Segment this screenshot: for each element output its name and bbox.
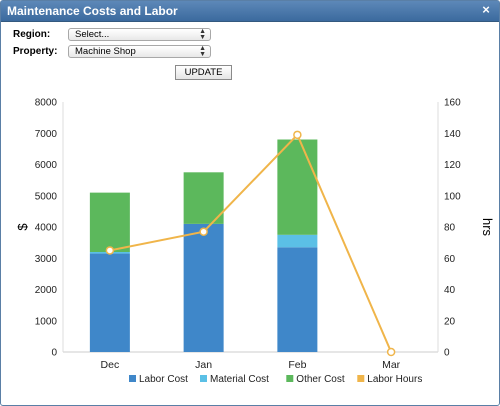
labor-hours-point bbox=[293, 130, 302, 140]
y-tick-label: 5000 bbox=[35, 191, 58, 202]
y-tick-label: 7000 bbox=[35, 129, 58, 140]
y-axis-left: 0 1000 2000 3000 4000 5000 6000 7000 8000 bbox=[35, 98, 58, 359]
y-tick-label: 0 bbox=[51, 348, 57, 359]
x-tick-label: Mar bbox=[382, 359, 401, 371]
legend-swatch bbox=[357, 375, 365, 382]
region-select[interactable]: Select... ▲ ▼ bbox=[68, 28, 211, 41]
legend-swatch bbox=[129, 375, 136, 382]
y2-tick-label: 0 bbox=[444, 348, 450, 359]
property-select[interactable]: Machine Shop ▲ ▼ bbox=[68, 45, 211, 58]
y-tick-label: 3000 bbox=[35, 254, 58, 265]
bars bbox=[89, 139, 318, 352]
property-label: Property: bbox=[13, 46, 58, 57]
labor-hours-polyline bbox=[109, 133, 393, 353]
bar-material-cost bbox=[277, 234, 318, 248]
legend-label: Labor Cost bbox=[139, 374, 188, 385]
x-tick-label: Feb bbox=[288, 359, 306, 371]
y-tick-label: 1000 bbox=[35, 316, 58, 327]
bar-other-cost bbox=[277, 139, 318, 235]
bar-other-cost bbox=[89, 192, 130, 252]
legend: Labor Cost Material Cost Other Cost Labor H… bbox=[129, 374, 422, 385]
chart: 0 1000 2000 3000 4000 5000 6000 7000 8000 0 20 40 6… bbox=[15, 98, 495, 386]
y2-tick-label: 40 bbox=[444, 285, 456, 296]
y-tick-label: 2000 bbox=[35, 285, 58, 296]
labor-hours-point bbox=[105, 246, 115, 255]
region-label: Region: bbox=[13, 29, 51, 40]
y2-tick-label: 160 bbox=[444, 98, 461, 109]
property-select-value: Machine Shop bbox=[75, 46, 136, 57]
legend-swatch bbox=[200, 375, 207, 382]
x-axis-labels: Dec Jan Feb Mar bbox=[101, 359, 401, 371]
select-arrows-icon: ▲ ▼ bbox=[199, 45, 206, 58]
y2-tick-label: 140 bbox=[444, 129, 461, 140]
y2-tick-label: 120 bbox=[444, 160, 461, 171]
window-title: Maintenance Costs and Labor bbox=[7, 4, 178, 18]
labor-hours-point bbox=[199, 227, 208, 236]
labor-hours-point bbox=[386, 347, 396, 357]
y-axis-right: 0 20 40 60 80 100 120 140 160 bbox=[444, 98, 461, 359]
bar-labor-cost bbox=[183, 223, 224, 352]
y2-tick-label: 20 bbox=[444, 316, 456, 327]
y2-tick-label: 80 bbox=[444, 223, 456, 234]
y-tick-label: 6000 bbox=[35, 160, 58, 171]
bar-labor-cost bbox=[277, 247, 318, 352]
legend-label: Other Cost bbox=[296, 374, 345, 385]
x-tick-label: Jan bbox=[195, 359, 212, 371]
x-tick-label: Dec bbox=[101, 359, 120, 371]
title-bar[interactable]: Maintenance Costs and Labor × bbox=[1, 1, 499, 22]
region-select-value: Select... bbox=[75, 29, 110, 40]
y-tick-label: 8000 bbox=[35, 98, 58, 109]
y-tick-label: 4000 bbox=[35, 223, 58, 234]
select-arrows-icon: ▲ ▼ bbox=[199, 28, 206, 41]
y-axis-title-right: hrs bbox=[480, 218, 495, 237]
labor-hours-line bbox=[105, 130, 396, 357]
close-icon[interactable]: × bbox=[482, 2, 490, 17]
update-button[interactable]: UPDATE bbox=[175, 65, 232, 80]
y2-tick-label: 100 bbox=[444, 191, 461, 202]
legend-label: Labor Hours bbox=[367, 374, 422, 385]
legend-swatch bbox=[286, 375, 294, 382]
y2-tick-label: 60 bbox=[444, 254, 456, 265]
bar-labor-cost bbox=[89, 253, 130, 352]
legend-label: Material Cost bbox=[210, 374, 269, 385]
y-axis-title-left: $ bbox=[15, 223, 30, 231]
bar-other-cost bbox=[183, 172, 224, 224]
